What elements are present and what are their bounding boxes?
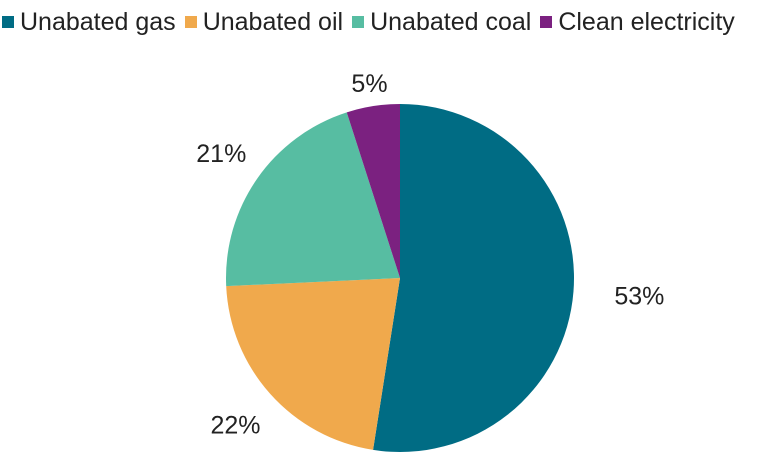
legend-label-unabated-oil: Unabated oil [202,8,344,36]
data-label-clean-electricity: 5% [351,70,387,98]
data-label-unabated-oil: 22% [210,412,260,440]
legend-swatch-unabated-coal [352,16,365,28]
pie-slice-unabated-coal [226,112,400,287]
legend-item-unabated-coal: Unabated coal [352,4,531,40]
legend-swatch-unabated-oil [184,16,197,28]
pie-slice-unabated-oil [226,278,400,450]
chart-legend: Unabated gas Unabated oil Unabated coal … [2,4,735,40]
legend-swatch-unabated-gas [2,16,14,28]
legend-label-unabated-gas: Unabated gas [20,8,176,36]
legend-label-unabated-coal: Unabated coal [370,8,532,36]
pie-slice-clean-electricity [346,104,400,278]
legend-item-unabated-oil: Unabated oil [184,4,344,40]
legend-swatch-clean-electricity [540,16,553,28]
legend-item-unabated-gas: Unabated gas [2,4,176,40]
data-label-unabated-gas: 53% [614,283,664,311]
legend-item-clean-electricity: Clean electricity [540,4,735,40]
pie-slice-unabated-gas [373,104,575,453]
data-label-unabated-coal: 21% [196,140,246,168]
legend-label-clean-electricity: Clean electricity [558,8,735,36]
